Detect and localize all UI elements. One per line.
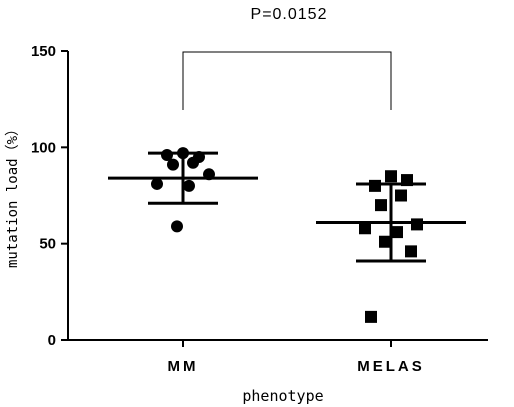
data-point — [369, 179, 381, 192]
p-value-annotation: P=0.0152 — [251, 6, 328, 23]
x-category-label: MELAS — [357, 358, 425, 375]
data-point — [375, 199, 387, 212]
x-ticks: MM MELAS — [168, 340, 425, 375]
data-point — [365, 310, 377, 323]
data-point — [151, 177, 163, 190]
data-point — [395, 189, 407, 202]
y-tick-label: 50 — [39, 236, 56, 253]
data-point — [385, 170, 397, 183]
y-tick-label: 150 — [31, 43, 56, 60]
data-point — [411, 218, 423, 231]
data-point — [183, 179, 195, 192]
data-point — [187, 156, 199, 169]
y-tick-label: 100 — [31, 139, 56, 156]
data-point — [391, 226, 403, 239]
axes — [67, 51, 488, 341]
group-mm — [108, 147, 258, 233]
data-point — [405, 245, 417, 258]
bracket-line — [182, 51, 392, 110]
y-axis-label: mutation load（%） — [5, 122, 21, 268]
y-ticks: 0 50 100 150 — [31, 43, 68, 349]
data-point — [167, 158, 179, 171]
significance-bracket — [182, 51, 392, 110]
group-melas — [316, 170, 466, 323]
x-axis-label: phenotype — [242, 387, 323, 405]
data-point — [359, 222, 371, 235]
data-groups — [108, 147, 466, 323]
data-point — [379, 235, 391, 248]
x-category-label: MM — [168, 358, 199, 375]
y-tick-label: 0 — [48, 332, 56, 349]
data-point — [171, 220, 183, 233]
